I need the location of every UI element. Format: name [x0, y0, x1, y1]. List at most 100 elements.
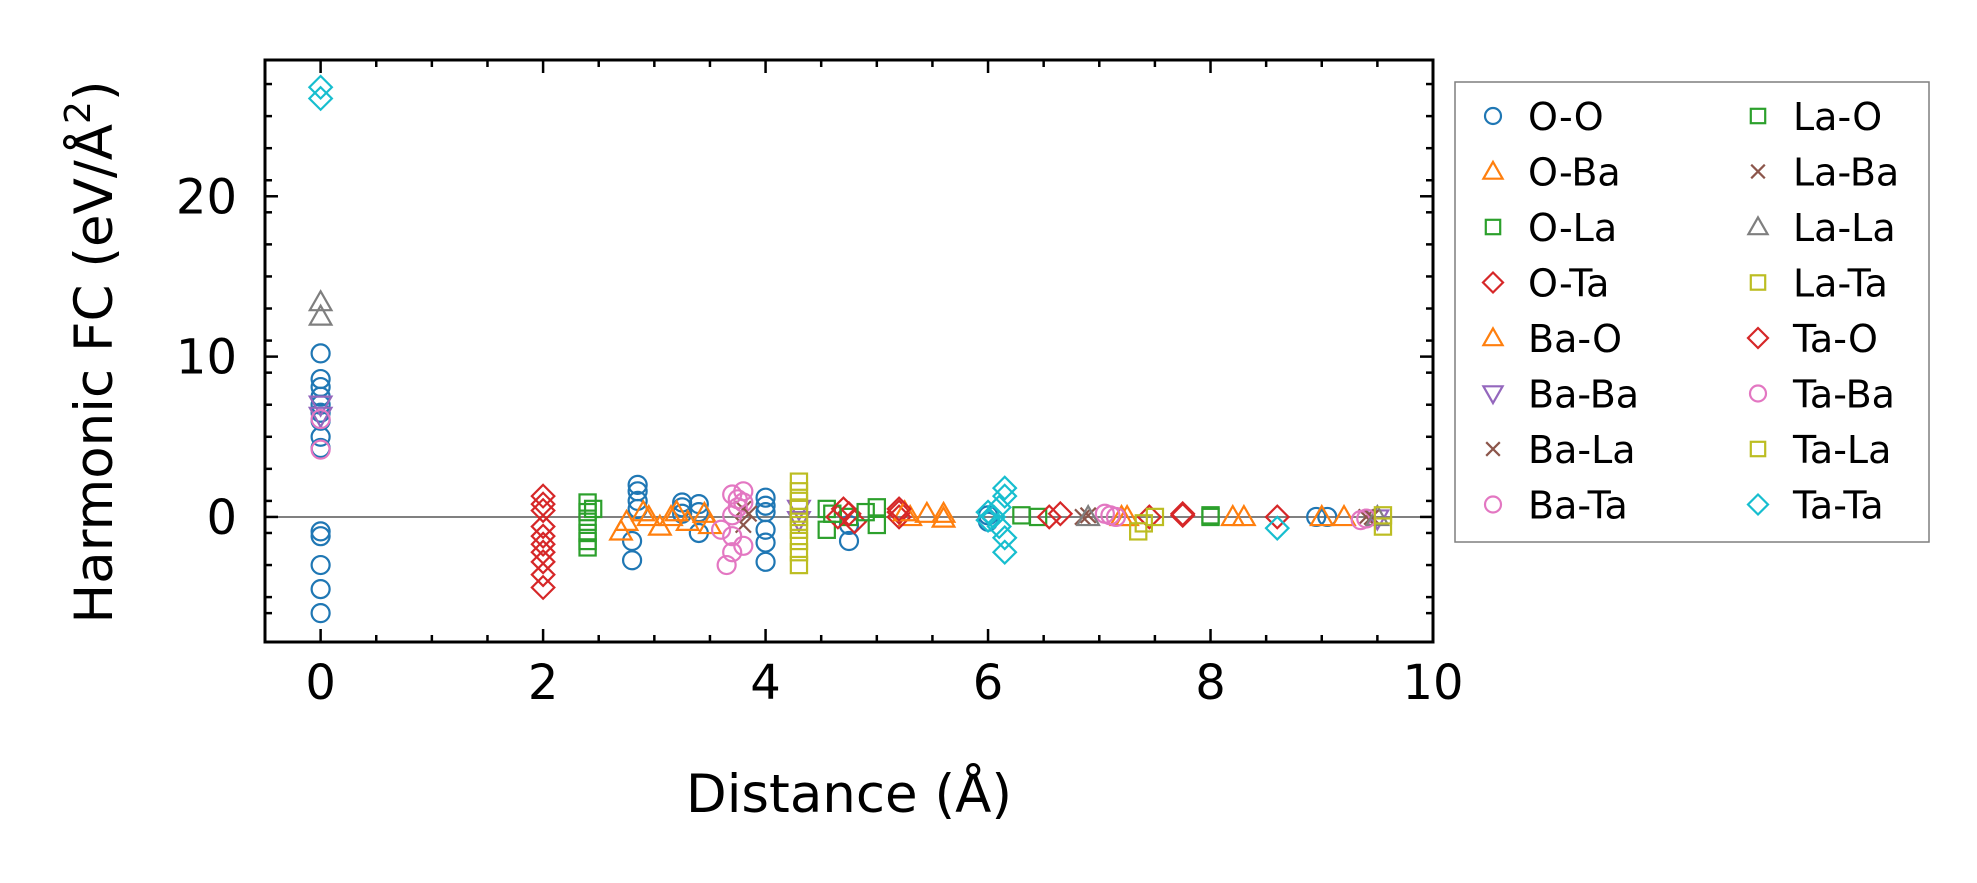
data-points: [307, 74, 1393, 624]
data-point-La-Ta: [789, 482, 809, 501]
x-tick-label: 2: [528, 655, 559, 711]
legend-label: O-O: [1528, 95, 1604, 139]
data-point-Ba-O: [1114, 503, 1140, 527]
legend-label: La-La: [1793, 206, 1896, 250]
data-point-Ba-O: [1231, 503, 1257, 527]
data-point-O-La: [578, 502, 597, 522]
data-point-O-Ta: [530, 549, 556, 575]
legend-marker: [1750, 163, 1766, 180]
data-point-O-O: [755, 551, 776, 572]
data-point-Ba-Ta: [310, 439, 331, 460]
legend-marker: [1481, 326, 1505, 347]
data-point-O-O: [310, 526, 331, 547]
data-point-O-O: [621, 550, 643, 571]
legend-item-O-O: O-O: [1483, 95, 1604, 139]
data-point-Ba-Ta: [716, 554, 737, 576]
data-point-O-O: [621, 530, 643, 552]
data-point-O-Ba: [1309, 503, 1335, 527]
data-point-O-Ta: [1169, 502, 1196, 529]
legend-label: Ta-Ta: [1792, 484, 1884, 528]
data-point-La-Ba: [1079, 506, 1097, 524]
data-point-La-La: [1364, 503, 1391, 527]
legend-label: La-Ta: [1793, 262, 1888, 306]
data-point-Ta-O: [1169, 500, 1196, 527]
legend-label: Ba-Ta: [1528, 484, 1628, 528]
legend-item-Ba-La: Ba-La: [1485, 428, 1636, 472]
data-point-O-La: [578, 523, 597, 543]
data-point-O-Ta: [1136, 504, 1163, 530]
legend-marker: [1748, 384, 1768, 403]
data-point-La-O: [1201, 507, 1220, 527]
legend-frame: [1454, 81, 1930, 543]
legend-marker: [1746, 326, 1770, 350]
legend-label: Ba-Ba: [1528, 373, 1639, 417]
data-point-O-O: [310, 521, 331, 542]
legend-marker: [1746, 215, 1770, 236]
data-point-O-Ta: [825, 504, 851, 530]
legend-item-Ta-La: Ta-La: [1749, 428, 1891, 472]
data-point-La-Ta: [789, 531, 809, 551]
data-point-O-Ta: [530, 483, 556, 509]
legend-label: Ta-Ba: [1792, 373, 1895, 417]
y-axis-label-close: ): [64, 80, 125, 101]
data-point-Ta-Ba: [1100, 505, 1121, 526]
x-tick-label: 6: [973, 655, 1004, 711]
legend-label: O-Ta: [1528, 262, 1609, 306]
data-point-O-Ba: [914, 500, 940, 523]
data-point-Ta-La: [789, 512, 809, 531]
major-ticks: [265, 60, 1435, 642]
legend-label: La-O: [1793, 95, 1882, 139]
data-point-Ta-O: [530, 513, 556, 540]
data-point-O-O: [310, 368, 331, 390]
data-point-O-Ba: [930, 505, 957, 528]
data-point-La-La: [307, 303, 334, 326]
legend-item-La-Ba: La-Ba: [1750, 151, 1899, 195]
legend-marker: [1481, 159, 1505, 180]
data-point-La-O: [856, 502, 875, 522]
data-point-O-O: [627, 481, 648, 502]
legend-marker: [1483, 106, 1503, 126]
y-axis-label-superscript: 2: [58, 101, 99, 124]
data-point-O-La: [867, 515, 887, 535]
series-Ta-Ta: [307, 74, 1291, 566]
data-point-O-O: [755, 495, 776, 516]
legend-item-Ta-Ta: Ta-Ta: [1746, 484, 1884, 528]
legend-marker: [1483, 495, 1503, 514]
series-Ta-O: [530, 496, 1196, 540]
legend-item-Ba-Ta: Ba-Ta: [1483, 484, 1628, 528]
data-point-O-Ta: [530, 561, 556, 588]
legend-marker: [1746, 492, 1770, 517]
data-point-La-Ta: [789, 491, 809, 511]
data-point-La-Ta: [789, 543, 809, 562]
data-point-O-O: [310, 554, 331, 576]
data-point-La-Ta: [1145, 507, 1165, 527]
series-Ta-La: [789, 506, 1393, 533]
series-Ba-O: [630, 499, 1257, 527]
series-Ta-Ba: [710, 489, 1377, 540]
data-point-La-Ba: [740, 505, 758, 523]
data-point-Ba-Ta: [733, 535, 754, 556]
data-point-Ba-Ta: [722, 542, 743, 563]
legend-label: La-Ba: [1793, 151, 1899, 195]
legend-marker: [1481, 270, 1505, 295]
data-point-O-O: [838, 530, 860, 552]
y-axis-tick-labels: 0 10 20: [176, 169, 237, 546]
data-point-O-Ta: [1264, 504, 1291, 530]
legend: O-O O-Ba O-La O-Ta Ba-O Ba-Ba Ba-La Ba-Ta La-O La…: [1454, 81, 1930, 543]
data-point-O-La: [578, 493, 597, 512]
data-point-Ta-O: [886, 496, 912, 522]
data-point-Ta-O: [830, 496, 857, 522]
series-O-La: [578, 493, 1220, 557]
data-point-O-La: [578, 512, 597, 531]
data-point-Ta-O: [1036, 504, 1063, 530]
x-axis-tick-labels: 0 2 4 6 8 10: [305, 655, 1463, 711]
data-point-Ta-La: [1134, 514, 1153, 533]
legend-marker: [1484, 218, 1502, 236]
plot-frame: [263, 58, 1435, 644]
data-point-Ta-Ta: [991, 539, 1018, 566]
legend-item-O-Ba: O-Ba: [1481, 151, 1621, 195]
data-point-O-O: [310, 343, 331, 364]
y-tick-label: 20: [176, 169, 237, 225]
data-point-O-Ta: [530, 574, 556, 601]
data-point-Ta-Ta: [307, 74, 334, 101]
